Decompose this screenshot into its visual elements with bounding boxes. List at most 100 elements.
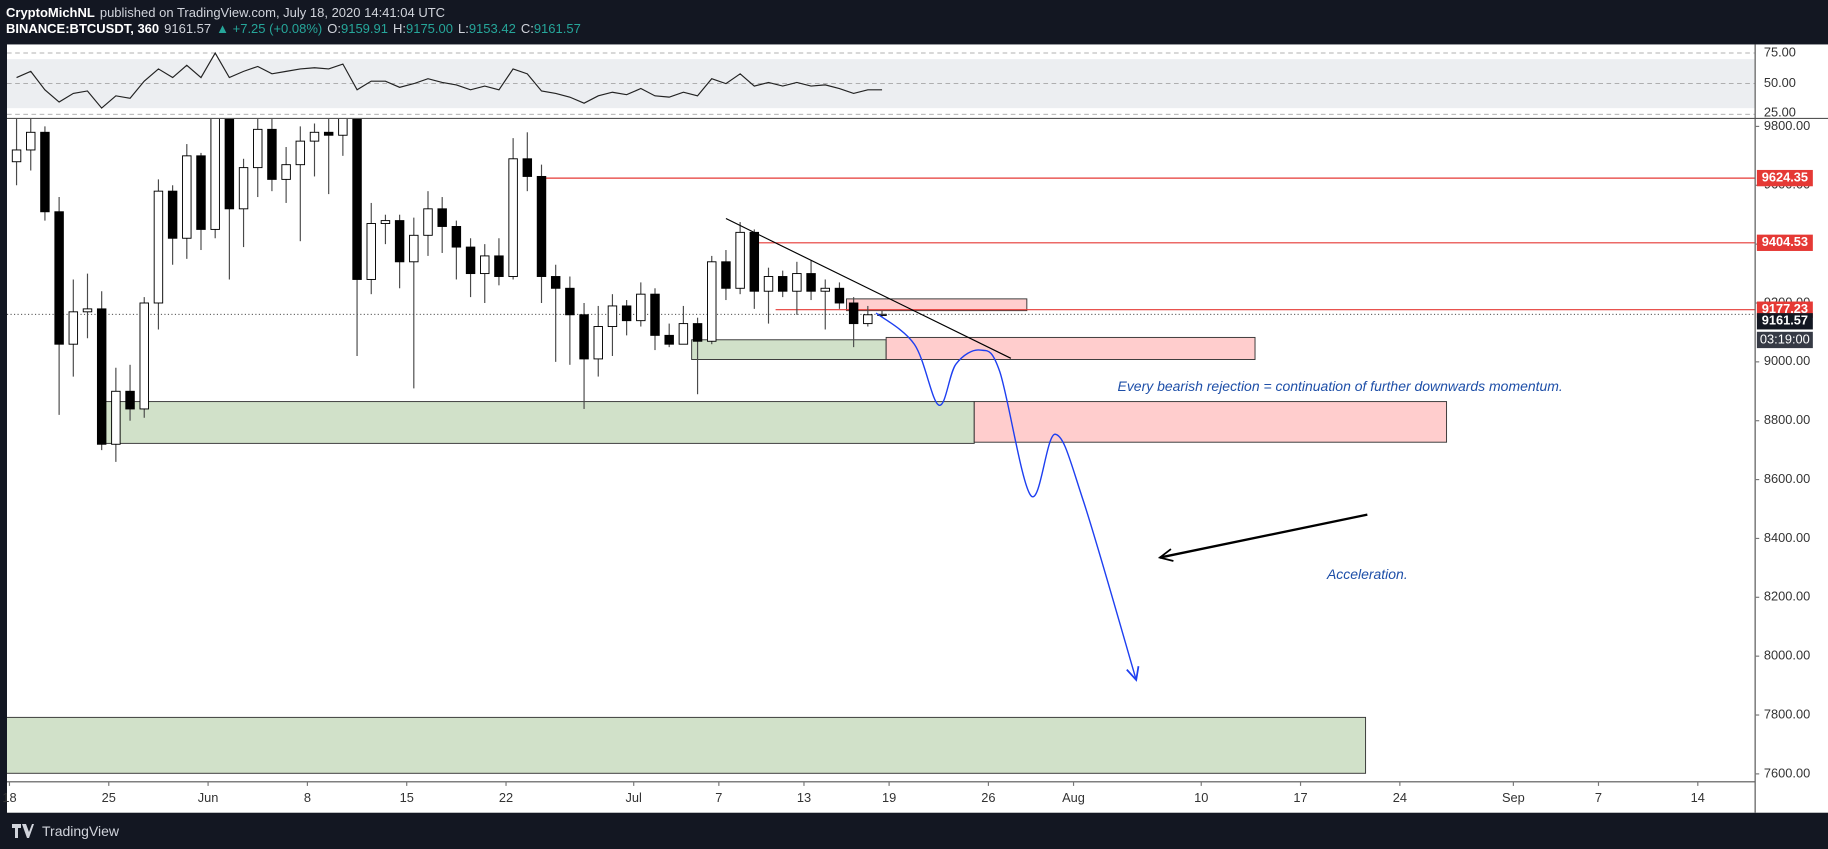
candle-body	[536, 175, 547, 277]
zone	[885, 336, 1256, 360]
logo	[12, 824, 34, 838]
x-tick-label: Aug	[1062, 790, 1085, 805]
candle-body	[366, 223, 376, 280]
candle-body	[167, 190, 178, 239]
x-tick-label: 25	[102, 790, 116, 805]
candle-body	[323, 131, 334, 136]
countdown-label: 03:19:00	[1760, 331, 1810, 346]
candle-body	[777, 276, 788, 292]
symbol: BINANCE:BTCUSDT, 360	[6, 21, 160, 36]
candle-body	[565, 287, 575, 316]
y-tick-label: 8800.00	[1764, 412, 1810, 427]
candle-body	[394, 220, 405, 263]
y-tick-label: 8600.00	[1764, 471, 1810, 486]
candle-body	[848, 302, 859, 325]
candle-body	[238, 167, 249, 210]
ohlc-label: C:	[520, 21, 534, 36]
zone	[973, 401, 1448, 443]
candle-body	[196, 155, 206, 230]
candle-body	[153, 190, 164, 304]
y-tick-label: 8000.00	[1764, 648, 1810, 663]
countdown-box	[1756, 331, 1813, 349]
x-tick-label: 19	[882, 790, 896, 805]
candle-body	[54, 211, 64, 345]
candle-body	[834, 287, 845, 304]
candle-body	[621, 305, 632, 322]
x-tick-label: Sep	[1502, 790, 1525, 805]
last-price-box	[1756, 313, 1813, 330]
candle-body	[480, 255, 490, 275]
published: published on TradingView.com, July 18, 2…	[99, 5, 446, 20]
x-tick-label: 7	[1595, 790, 1602, 805]
candle-body	[806, 273, 816, 292]
annotation: Every bearish rejection = continuation o…	[1118, 378, 1563, 394]
annotation: Acceleration.	[1326, 566, 1408, 582]
candle-body	[96, 308, 107, 445]
candle-body	[650, 293, 660, 336]
drawn-line	[1159, 513, 1368, 559]
header-line-1: CryptoMichNL published on TradingView.com…	[6, 5, 445, 20]
x-tick-label: 10	[1194, 790, 1208, 805]
x-tick-label: 24	[1393, 790, 1407, 805]
x-tick-label: 13	[797, 790, 811, 805]
level-label: 9177.23	[1762, 301, 1808, 316]
x-tick-label: 15	[400, 790, 414, 805]
candle-body	[409, 234, 419, 263]
rsi-pane	[6, 51, 1755, 115]
last-price-label: 9161.57	[1762, 313, 1808, 328]
candle-body	[338, 119, 348, 136]
candle-body	[735, 231, 745, 289]
x-tick-label: 26	[981, 790, 995, 805]
candle-body	[579, 314, 589, 360]
brand: TradingView	[42, 823, 120, 839]
candle-body	[309, 131, 320, 142]
candle-body	[125, 390, 135, 410]
ohlc-label: O:	[327, 21, 341, 36]
candle-body	[508, 158, 518, 277]
x-tick-label: Jul	[626, 790, 642, 805]
arrow-head	[1157, 548, 1174, 562]
candle-body	[182, 155, 192, 239]
candle-body	[522, 158, 533, 177]
ohlc-value: 9159.91	[340, 21, 388, 36]
candle-body	[210, 119, 220, 230]
level-label-box	[1756, 234, 1813, 251]
candle-body	[820, 287, 830, 292]
candle-body	[763, 276, 774, 292]
x-tick-label: 7	[715, 790, 722, 805]
candle-body	[11, 149, 22, 163]
level-label-box	[1756, 169, 1813, 187]
candle-body	[636, 293, 646, 322]
zone	[846, 298, 1028, 312]
ohlc-item: O:9159.91	[327, 21, 388, 36]
candle-body	[593, 326, 603, 360]
x-tick-label: 8	[304, 790, 311, 805]
footer: TradingView	[0, 813, 1828, 849]
level-label: 9404.53	[1762, 234, 1808, 249]
zone	[102, 401, 975, 444]
x-tick-label: Jun	[198, 790, 219, 805]
y-tick-label: 7800.00	[1764, 706, 1810, 721]
ohlc-item: C:9161.57	[521, 21, 581, 36]
rsi-tick-label: 25.00	[1764, 105, 1796, 120]
rsi-tick-label: 50.00	[1764, 75, 1796, 90]
candle-body	[607, 305, 618, 328]
ohlc-value: 9161.57	[533, 21, 581, 36]
candle-body	[281, 164, 291, 180]
drawn-line	[875, 312, 1137, 681]
candle-body	[111, 390, 121, 445]
candle-body	[295, 140, 306, 166]
candle-body	[451, 226, 462, 248]
y-tick-label: 7600.00	[1764, 765, 1810, 780]
zone	[6, 716, 1367, 774]
rsi-tick-label: 75.00	[1764, 44, 1796, 59]
ohlc-item: H:9175.00	[393, 21, 453, 36]
header-line-2: BINANCE:BTCUSDT, 360 9161.57 ▲ +7.25 (+0…	[6, 21, 581, 36]
candle-body	[749, 231, 760, 292]
candle-body	[494, 255, 504, 277]
candle-body	[550, 276, 561, 289]
price: 9161.57	[164, 21, 212, 36]
candle-body	[40, 131, 50, 213]
